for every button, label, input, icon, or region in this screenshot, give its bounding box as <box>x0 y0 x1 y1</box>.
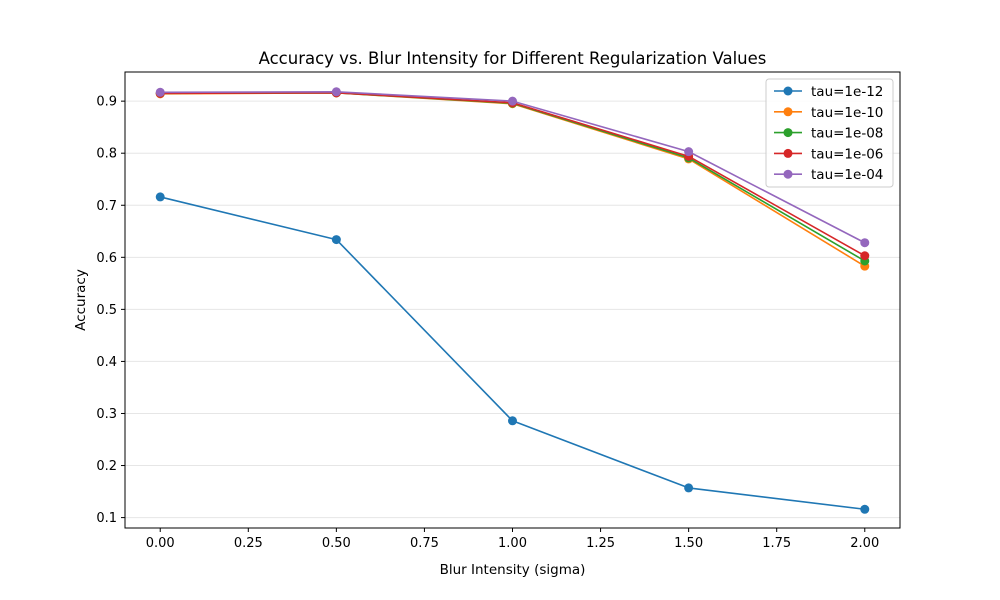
x-tick-label: 1.50 <box>674 536 703 551</box>
y-tick-label: 0.5 <box>96 303 117 318</box>
x-tick-label: 0.25 <box>234 536 263 551</box>
x-tick-label: 0.50 <box>322 536 351 551</box>
data-point <box>155 87 165 97</box>
x-tick-label: 1.75 <box>762 536 791 551</box>
data-point <box>684 483 694 493</box>
x-tick-label: 1.00 <box>498 536 527 551</box>
data-point <box>860 238 870 248</box>
y-tick-label: 0.9 <box>96 95 117 110</box>
legend-label: tau=1e-04 <box>811 167 883 183</box>
x-tick-label: 0.75 <box>410 536 439 551</box>
y-ticks: 0.1 0.2 0.3 0.4 0.5 0.6 0.7 0.8 0.9 <box>96 95 125 526</box>
y-tick-label: 0.8 <box>96 147 117 162</box>
legend-marker <box>783 148 793 158</box>
legend-box <box>765 78 894 188</box>
y-tick-label: 0.6 <box>96 251 117 266</box>
data-point <box>508 96 517 106</box>
data-point <box>331 87 341 97</box>
x-axis-label: Blur Intensity (sigma) <box>440 562 586 578</box>
legend-label: tau=1e-06 <box>811 146 883 162</box>
x-tick-label: 1.25 <box>586 536 615 551</box>
x-tick-label: 0.00 <box>146 536 175 551</box>
legend-marker <box>783 128 793 138</box>
data-point <box>508 416 517 426</box>
y-axis-label: Accuracy <box>73 269 89 331</box>
legend-marker <box>783 169 793 179</box>
y-tick-label: 0.2 <box>96 459 117 474</box>
y-tick-label: 0.3 <box>96 407 117 422</box>
data-point <box>155 192 165 202</box>
legend-label: tau=1e-08 <box>811 126 883 142</box>
legend: tau=1e-12 tau=1e-10 tau=1e-08 tau=1e-06 tau=… <box>765 78 894 188</box>
legend-label: tau=1e-12 <box>811 84 883 100</box>
series-lines <box>155 87 870 514</box>
y-tick-label: 0.7 <box>96 199 117 214</box>
data-point <box>684 147 694 157</box>
data-point <box>331 235 341 245</box>
y-tick-label: 0.4 <box>96 355 117 370</box>
y-tick-label: 0.1 <box>96 511 117 526</box>
x-ticks: 0.00 0.25 0.50 0.75 1.00 1.25 1.50 1.75 2.00 <box>146 528 879 551</box>
data-point <box>860 251 870 261</box>
legend-marker <box>783 107 793 117</box>
data-point <box>860 504 870 514</box>
chart-title: Accuracy vs. Blur Intensity for Differen… <box>259 49 767 68</box>
x-tick-label: 2.00 <box>850 536 879 551</box>
legend-label: tau=1e-10 <box>811 105 883 121</box>
legend-marker <box>783 86 793 96</box>
